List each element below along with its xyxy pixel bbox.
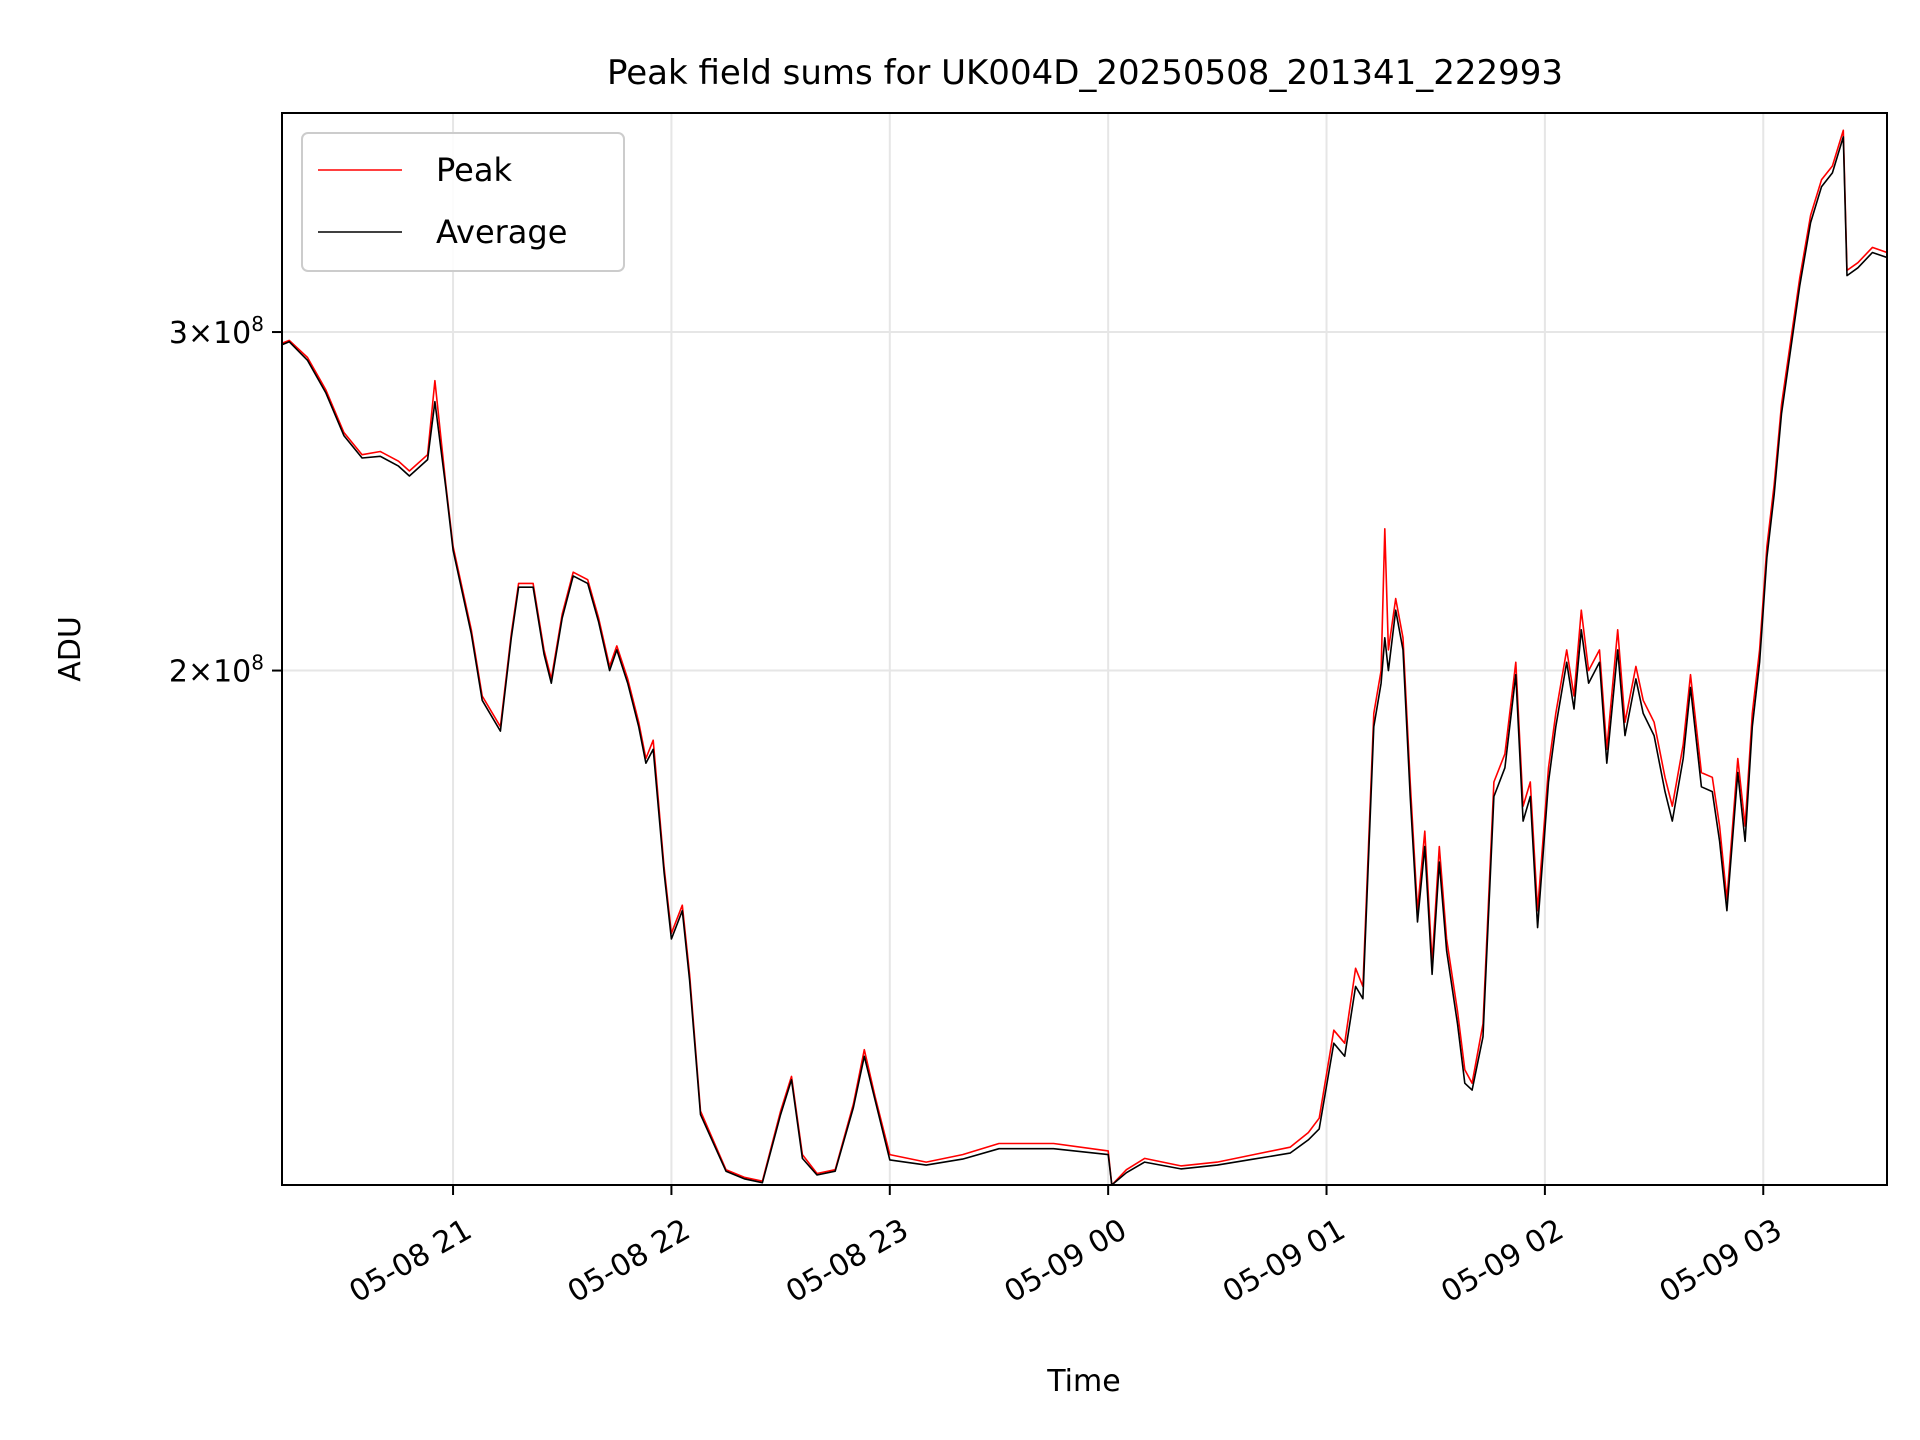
plot-area — [282, 113, 1887, 1185]
x-axis-label: Time — [1046, 1364, 1120, 1399]
series-layer — [282, 129, 1887, 1185]
y-axis-ticks: 3×108 2×108 — [169, 312, 282, 690]
y-tick-label: 2×108 — [169, 651, 264, 690]
legend: Peak Average — [301, 132, 625, 272]
legend-label-peak: Peak — [436, 151, 512, 189]
legend-label-average: Average — [436, 213, 567, 251]
plot-frame — [281, 112, 1888, 1186]
y-tick-label: 3×108 — [169, 312, 264, 351]
series-line-average — [282, 136, 1887, 1185]
chart-title: Peak field sums for UK004D_20250508_2013… — [607, 53, 1563, 93]
y-axis-label: ADU — [53, 616, 88, 682]
legend-box — [301, 132, 625, 272]
